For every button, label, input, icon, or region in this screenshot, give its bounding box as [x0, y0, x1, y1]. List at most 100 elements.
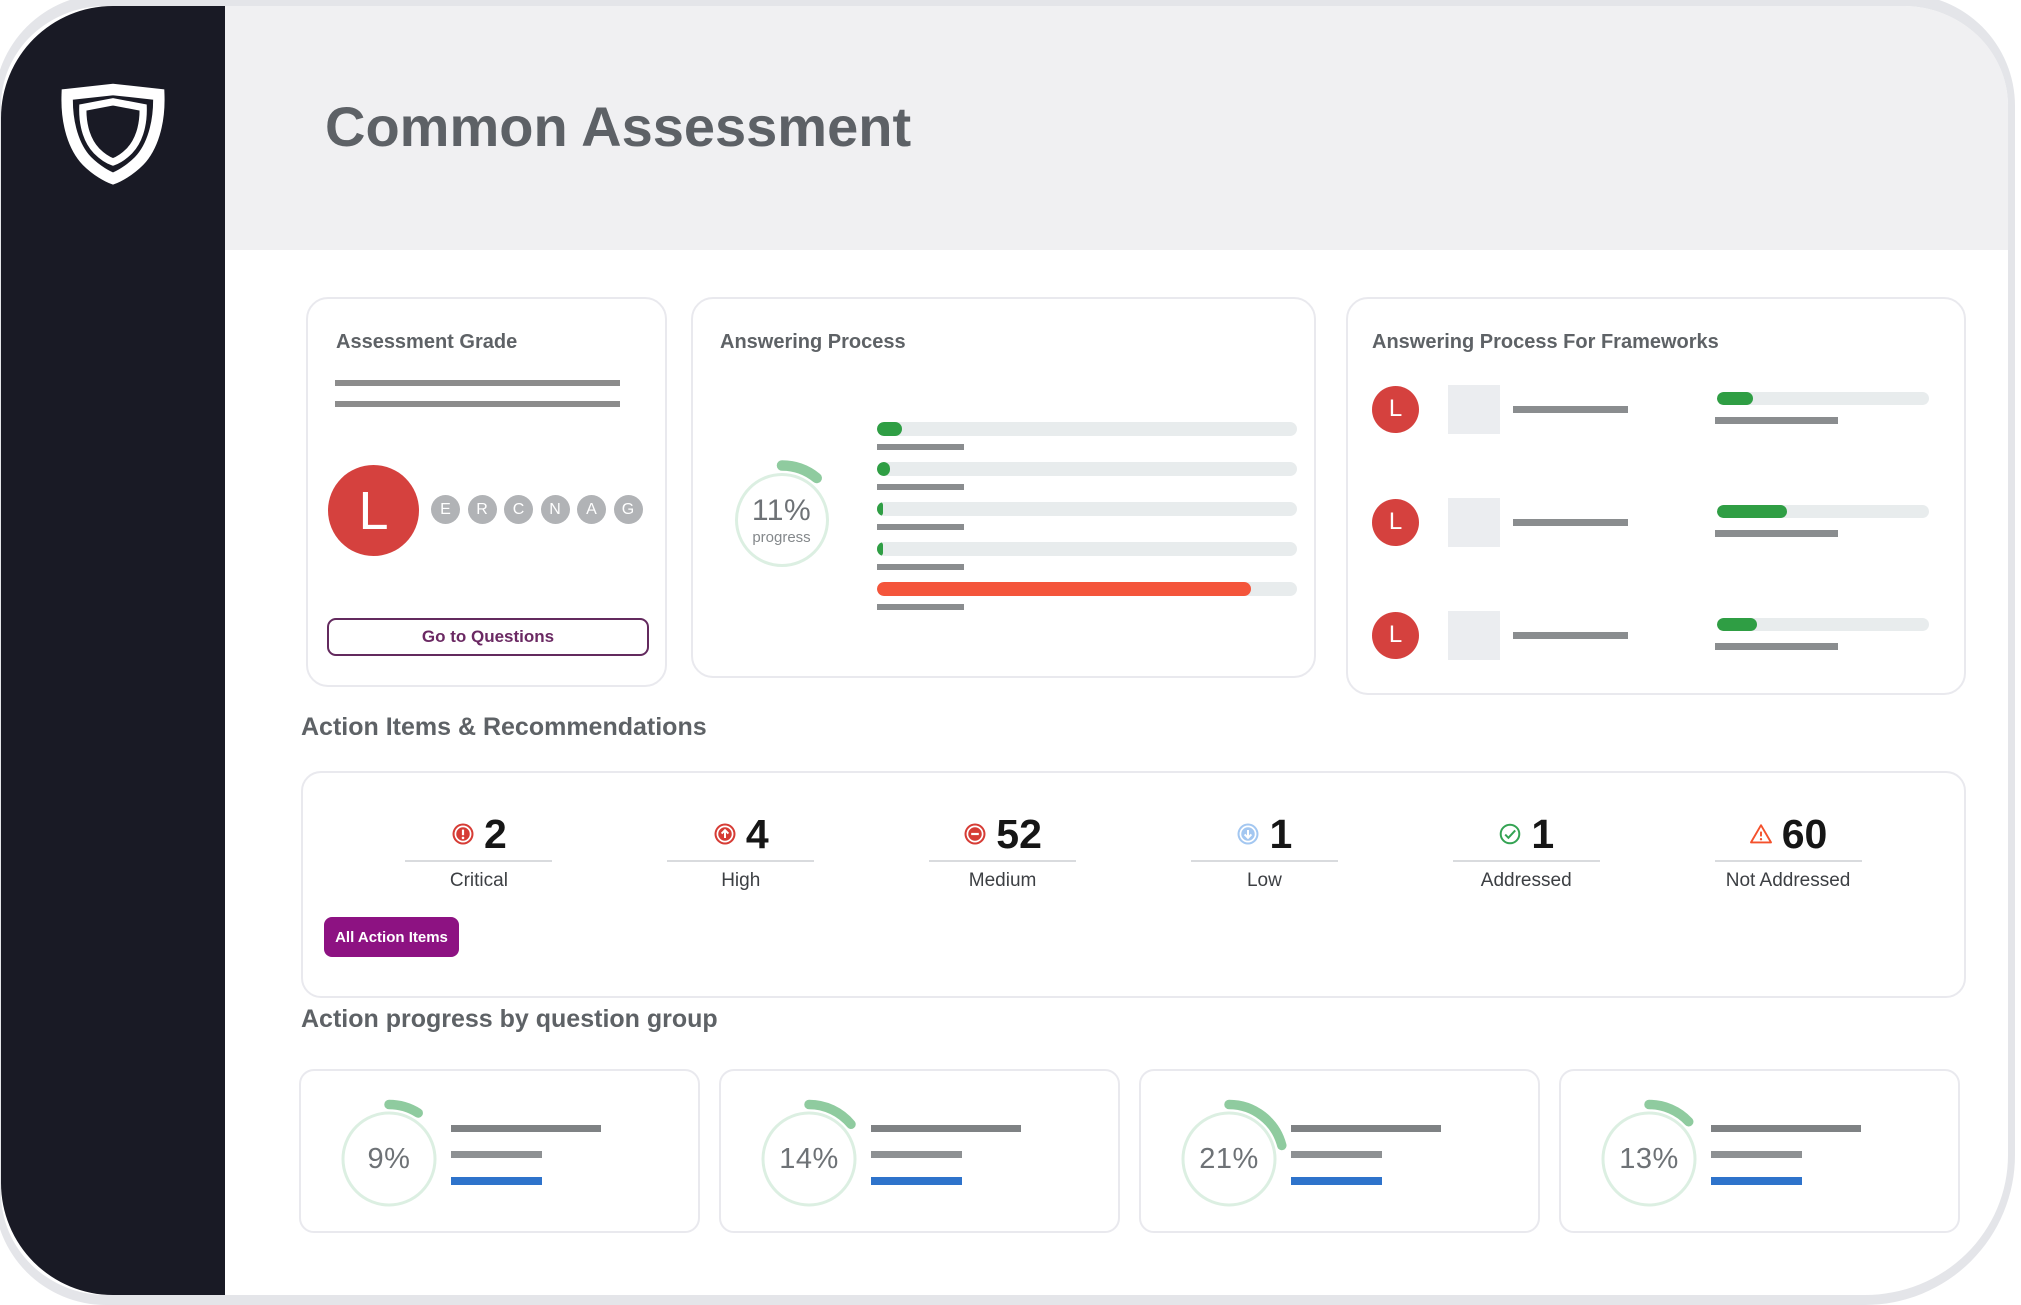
minus-icon — [964, 823, 986, 845]
answering-progress-bars — [877, 422, 1297, 622]
warning-triangle-icon — [1749, 824, 1772, 844]
stat-label: Addressed — [1480, 870, 1572, 891]
answering-bar-fill — [877, 462, 890, 476]
group-link-placeholder[interactable] — [1291, 1177, 1382, 1185]
answering-bar — [877, 582, 1297, 622]
frameworks-card: Answering Process For Frameworks L L L — [1346, 297, 1966, 695]
group-subtitle-placeholder — [451, 1151, 542, 1158]
group-progress-ring: 14% — [761, 1099, 857, 1207]
group-link-placeholder[interactable] — [1711, 1177, 1802, 1185]
group-ring-chart — [1601, 1099, 1697, 1207]
answering-bar-track — [877, 502, 1297, 516]
stat-label: High — [721, 870, 761, 891]
group-percent: 9% — [367, 1142, 411, 1175]
grade-scale-letter: R — [467, 495, 497, 524]
answering-bar-fill — [877, 542, 884, 556]
grade-scale-letter: C — [504, 495, 533, 524]
critical-icon — [452, 823, 474, 845]
framework-progress-bar — [1717, 618, 1929, 631]
group-link-placeholder[interactable] — [871, 1177, 962, 1185]
question-group-card: 14% — [719, 1069, 1120, 1233]
stat-divider — [1452, 860, 1600, 862]
answering-bar-fill — [877, 582, 1251, 596]
answering-bar — [877, 542, 1297, 582]
group-subtitle-placeholder — [1291, 1151, 1382, 1158]
answering-bar-track — [877, 542, 1297, 556]
stat-divider — [929, 860, 1077, 862]
stat-value: 2 — [484, 810, 507, 857]
framework-name-placeholder — [1513, 406, 1628, 413]
stat-not-addressed: 60 Not Addressed — [1657, 811, 1919, 892]
action-items-heading: Action Items & Recommendations — [301, 713, 707, 741]
question-group-card: 9% — [299, 1069, 700, 1233]
framework-badge: L — [1372, 498, 1419, 546]
group-link-placeholder[interactable] — [451, 1177, 542, 1185]
group-title-placeholder — [451, 1125, 601, 1132]
group-ring-chart — [1181, 1099, 1287, 1207]
stat-divider — [667, 860, 815, 862]
framework-logo-placeholder — [1448, 497, 1500, 547]
framework-bar-label — [1715, 417, 1838, 424]
grade-badge: L — [328, 465, 419, 556]
question-group-card: 13% — [1559, 1069, 1960, 1233]
all-action-items-button[interactable]: All Action Items — [324, 917, 459, 957]
go-to-questions-button[interactable]: Go to Questions — [327, 618, 649, 656]
assessment-grade-title: Assessment Grade — [336, 331, 518, 353]
grade-scale-letter: G — [613, 495, 643, 524]
question-group-cards: 9% 14% 21% 13% — [299, 1069, 1960, 1233]
stat-label: Not Addressed — [1725, 870, 1851, 891]
stat-divider — [1714, 860, 1862, 862]
group-percent: 21% — [1199, 1142, 1259, 1175]
answering-bar-track — [877, 462, 1297, 476]
answering-bar-fill — [877, 502, 884, 516]
action-items-stats: 2 Critical 4 High 52 Medium 1 Low 1 Addressed … — [348, 811, 1919, 892]
stat-value: 1 — [1269, 810, 1293, 857]
stat-value: 4 — [745, 810, 769, 857]
logo[interactable] — [61, 81, 165, 185]
stat-divider — [1190, 860, 1338, 862]
action-items-card: 2 Critical 4 High 52 Medium 1 Low 1 Addressed … — [301, 771, 1966, 998]
stat-value: 1 — [1531, 810, 1555, 857]
grade-scale-letter: A — [577, 495, 606, 524]
framework-badge: L — [1372, 385, 1419, 433]
group-ring-chart — [341, 1099, 437, 1207]
question-groups-heading: Action progress by question group — [301, 1005, 718, 1033]
answering-bar-track — [877, 422, 1297, 436]
group-progress-ring: 9% — [341, 1099, 437, 1207]
framework-bar-label — [1715, 643, 1838, 650]
group-subtitle-placeholder — [871, 1151, 962, 1158]
group-title-placeholder — [871, 1125, 1021, 1132]
stat-critical: 2 Critical — [348, 811, 610, 892]
stat-addressed: 1 Addressed — [1395, 811, 1657, 892]
answering-bar-fill — [877, 422, 903, 436]
bar-placeholder-label — [877, 484, 964, 490]
progress-ring-chart — [734, 460, 829, 567]
bar-placeholder-label — [877, 444, 964, 450]
group-percent: 13% — [1619, 1142, 1679, 1175]
stat-label: Medium — [968, 870, 1037, 891]
stat-value: 60 — [1781, 810, 1828, 857]
grade-scale-letter: E — [431, 495, 460, 524]
page-title: Common Assessment — [325, 95, 912, 158]
bar-placeholder-label — [877, 524, 964, 530]
stat-value: 52 — [996, 810, 1042, 857]
framework-name-placeholder — [1513, 519, 1628, 526]
placeholder-line — [335, 380, 620, 386]
bar-placeholder-label — [877, 604, 964, 610]
check-circle-icon — [1500, 823, 1521, 845]
answering-bar — [877, 422, 1297, 462]
framework-progress-bar — [1717, 505, 1929, 518]
stat-high: 4 High — [610, 811, 872, 892]
group-percent: 14% — [779, 1142, 839, 1175]
answering-process-title: Answering Process — [720, 331, 906, 353]
header: Common Assessment — [225, 6, 2008, 250]
progress-percent: 11% — [751, 494, 812, 527]
question-group-card: 21% — [1139, 1069, 1540, 1233]
stat-label: Critical — [449, 870, 508, 891]
stat-divider — [405, 860, 553, 862]
bar-placeholder-label — [877, 564, 964, 570]
framework-logo-placeholder — [1448, 384, 1500, 434]
